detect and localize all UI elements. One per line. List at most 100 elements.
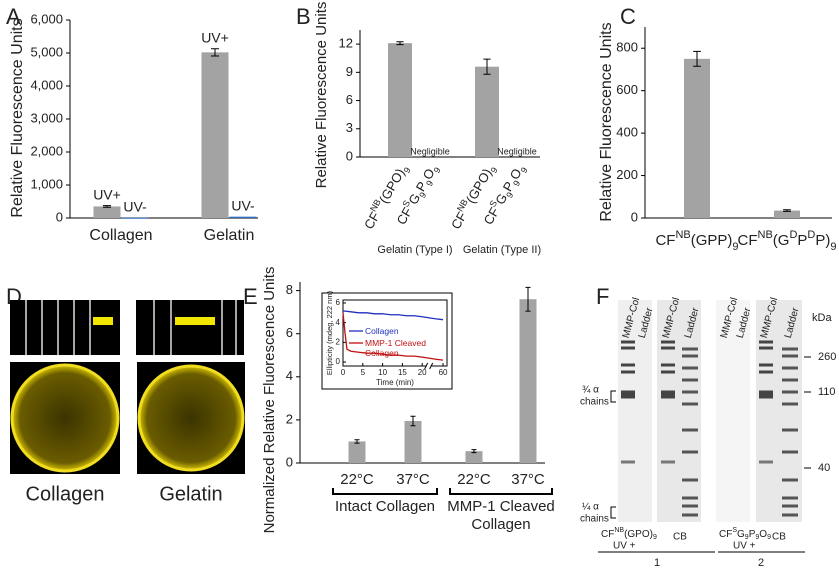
gel-band — [661, 460, 675, 464]
x-tick-label: 20 — [418, 368, 427, 377]
gel-band — [661, 363, 675, 367]
y-axis-label: Normalized Relative Fluorescence Units — [261, 267, 278, 534]
gel-band — [621, 460, 635, 464]
label-part: (G — [773, 232, 790, 249]
gel-band — [759, 363, 773, 367]
error-bar — [354, 439, 360, 444]
chain-label: chains — [580, 514, 609, 525]
marker-label: 110 — [818, 386, 836, 398]
gel-band — [759, 340, 773, 344]
group-label: Gelatin (Type I) — [377, 244, 452, 256]
y-tick-label: 2 — [336, 337, 341, 346]
gel-band — [661, 346, 675, 350]
inset-box — [321, 292, 453, 390]
marker-label: 260 — [818, 351, 836, 363]
x-tick-label: Gelatin — [204, 227, 255, 244]
image-lines — [153, 300, 237, 355]
label-part: P) — [815, 232, 830, 249]
y-axis-label: Ellipticity (mdeg, 222 nm) — [325, 290, 334, 375]
label-part: 9 — [424, 179, 435, 188]
y-tick-label: 2,000 — [30, 143, 63, 158]
label-part: 9 — [432, 166, 443, 175]
series-label: UV- — [123, 198, 147, 214]
unit: kDa — [812, 312, 832, 324]
label-part: 9 — [519, 166, 530, 175]
error-bar — [102, 205, 112, 208]
marker-label: 40 — [818, 462, 830, 474]
caption: Gelatin — [159, 483, 222, 505]
gel-band — [621, 390, 635, 396]
y-tick-label: 4 — [286, 368, 293, 383]
panel-d: D Collagen Gelatin — [6, 284, 245, 505]
gel-band — [682, 354, 698, 358]
gel-band — [621, 370, 635, 374]
error-bar — [210, 48, 220, 57]
plot-frame — [342, 299, 448, 367]
gel-band — [782, 354, 798, 358]
legend-label: MMP-1 Cleaved Collagen — [365, 338, 426, 358]
y-tick-label: 2 — [286, 411, 293, 426]
label-part: S — [401, 199, 413, 209]
bar — [519, 299, 537, 463]
y-tick-label: 6 — [286, 325, 293, 340]
gel-band — [682, 513, 698, 517]
gel-band — [782, 513, 798, 517]
label-part: D — [789, 229, 797, 241]
probe-note: UV + — [613, 541, 636, 552]
y-tick-label: 3 — [346, 120, 353, 135]
caption: Collagen — [26, 483, 105, 505]
label-part: P — [797, 232, 807, 249]
error-bar — [693, 50, 701, 67]
x-tick-label: 0 — [341, 368, 346, 377]
chain-label: chains — [580, 397, 609, 408]
x-tick-label: 5 — [361, 368, 366, 377]
label-part: CF — [481, 205, 503, 228]
label-part: CF — [448, 209, 470, 232]
legend-entry: Collagen — [365, 326, 399, 336]
x-tick-label: 37°C — [396, 471, 430, 488]
x-tick-label: 10 — [378, 368, 387, 377]
bar — [465, 451, 483, 463]
panel-label: C — [620, 4, 636, 29]
gel-band — [682, 496, 698, 500]
gel — [618, 300, 652, 522]
image-spot — [93, 317, 113, 325]
panel-label: A — [6, 4, 21, 29]
error-bar — [483, 58, 491, 75]
label-part: CF — [601, 529, 614, 540]
gel-band — [759, 346, 773, 350]
label-part: CF — [655, 232, 675, 249]
series-label: UV+ — [201, 29, 229, 45]
panel-label: B — [296, 4, 311, 29]
series-label: UV+ — [93, 186, 121, 202]
label-part: CF — [394, 205, 416, 228]
bar — [121, 217, 149, 219]
chain-label: ¼ α — [582, 501, 599, 513]
image-lines — [25, 300, 91, 355]
y-tick-label: 5,000 — [30, 44, 63, 59]
label-part: S — [732, 527, 737, 534]
panel-label: E — [243, 284, 258, 309]
gel-band — [782, 478, 798, 482]
error-bar — [410, 415, 416, 427]
y-tick-label: 9 — [346, 64, 353, 79]
group-label: Collagen — [471, 516, 530, 533]
image — [10, 300, 120, 355]
probe-note: UV + — [733, 541, 756, 552]
legend-label: Collagen — [365, 326, 399, 336]
label-part: S — [488, 199, 500, 209]
gel-band — [682, 504, 698, 508]
gel-band — [682, 378, 698, 382]
gel-band — [782, 366, 798, 370]
x-tick-label: Collagen — [89, 227, 152, 244]
gel-band — [661, 370, 675, 374]
error-bar — [525, 286, 531, 312]
y-tick-label: 1,000 — [30, 176, 63, 191]
gel-band — [782, 450, 798, 454]
label-part: 9 — [732, 241, 738, 253]
image-spot — [175, 317, 215, 325]
label-part: 9 — [511, 179, 522, 188]
group-bracket — [332, 488, 438, 495]
gel-band — [661, 340, 675, 344]
